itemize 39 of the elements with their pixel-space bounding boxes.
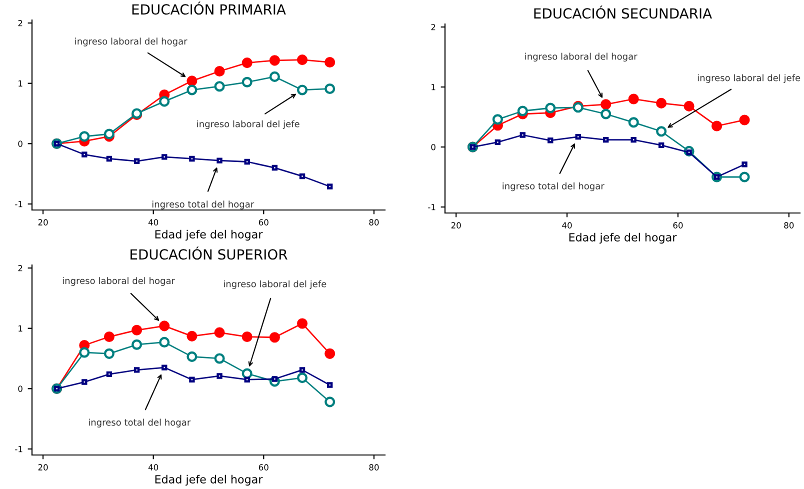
chart-title: EDUCACIÓN SECUNDARIA xyxy=(534,6,712,19)
y-tick-label: 0 xyxy=(18,386,22,392)
x-tick-label: 20 xyxy=(451,222,461,228)
annotation: ingreso laboral del jefe xyxy=(698,74,800,83)
annotation: ingreso total del hogar xyxy=(152,200,254,210)
y-tick-label: 2 xyxy=(18,264,22,272)
x-tick-label: 60 xyxy=(673,222,683,228)
chart-title: EDUCACIÓN SUPERIOR xyxy=(130,246,288,260)
x-axis-title: Edad jefe del hogar xyxy=(569,232,677,244)
x-axis-title: Edad jefe del hogar xyxy=(155,474,263,486)
y-tick-label: -1 xyxy=(15,446,22,452)
x-tick-label: 60 xyxy=(258,219,268,226)
annotation: ingreso laboral del hogar xyxy=(62,277,175,286)
y-tick-label: 1 xyxy=(18,325,22,332)
y-tick-label: 0 xyxy=(431,144,436,150)
y-tick-label: 1 xyxy=(432,84,436,90)
annotation: ingreso total del hogar xyxy=(502,182,604,192)
y-tick-label: 2 xyxy=(431,24,436,30)
y-tick-label: -1 xyxy=(15,201,22,208)
x-tick-label: 40 xyxy=(562,222,572,228)
x-axis-title: Edad jefe del hogar xyxy=(155,230,263,241)
annotation: ingreso laboral del hogar xyxy=(75,38,188,46)
y-tick-label: 0 xyxy=(18,140,22,147)
x-tick-label: 60 xyxy=(258,464,268,470)
x-tick-label: 80 xyxy=(369,464,379,470)
annotation: ingreso total del hogar xyxy=(88,418,191,428)
annotation: ingreso laboral del hogar xyxy=(525,52,638,62)
x-tick-label: 80 xyxy=(784,222,794,228)
chart-title: EDUCACIÓN PRIMARIA xyxy=(132,2,286,15)
y-tick-label: -1 xyxy=(428,204,436,210)
x-tick-label: 40 xyxy=(148,464,158,470)
annotation: ingreso laboral del jefe xyxy=(197,120,300,130)
annotation: ingreso laboral del jefe xyxy=(224,280,326,290)
x-tick-label: 20 xyxy=(38,219,48,226)
x-tick-label: 40 xyxy=(148,219,158,226)
y-tick-label: 2 xyxy=(18,20,22,26)
y-tick-label: 1 xyxy=(18,80,22,86)
x-tick-label: 20 xyxy=(38,464,48,470)
x-tick-label: 80 xyxy=(369,219,379,226)
